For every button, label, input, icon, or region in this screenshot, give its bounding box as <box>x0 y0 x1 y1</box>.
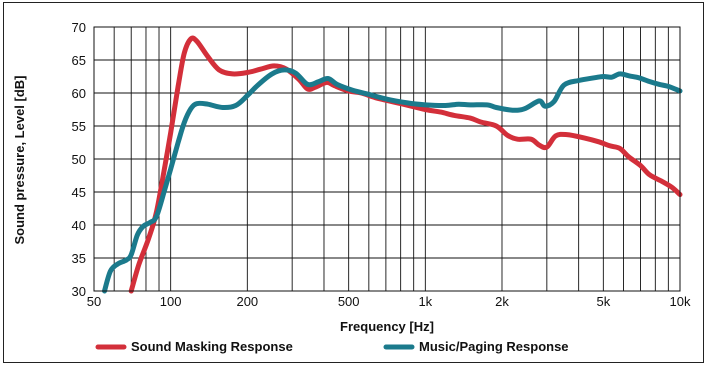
legend: Sound Masking Response Music/Paging Resp… <box>95 339 569 354</box>
y-tick-label: 65 <box>72 53 86 68</box>
y-axis-title: Sound pressure, Level [dB] <box>12 75 27 244</box>
x-tick-label: 100 <box>160 294 182 309</box>
y-tick-label: 60 <box>72 86 86 101</box>
y-tick-label: 35 <box>72 251 86 266</box>
y-tick-label: 70 <box>72 20 86 35</box>
x-tick-label: 2k <box>495 294 509 309</box>
x-tick-label: 200 <box>236 294 258 309</box>
series-music-paging-line <box>102 67 683 294</box>
plot-border <box>93 26 681 292</box>
y-tick-label: 50 <box>72 152 86 167</box>
x-tick-label: 10k <box>670 294 691 309</box>
y-tick-label: 40 <box>72 218 86 233</box>
legend-label-music-paging: Music/Paging Response <box>419 339 569 354</box>
x-tick-label: 5k <box>596 294 610 309</box>
x-axis-title: Frequency [Hz] <box>340 319 434 334</box>
y-tick-label: 45 <box>72 185 86 200</box>
legend-label-sound-masking: Sound Masking Response <box>131 339 293 354</box>
x-tick-label: 500 <box>338 294 360 309</box>
series-layer <box>102 35 683 294</box>
y-tick-label: 30 <box>72 284 86 299</box>
y-tick-label: 55 <box>72 119 86 134</box>
x-tick-label: 1k <box>418 294 432 309</box>
tick-labels: 50 100 200 500 1k 2k 5k 10k 30 35 40 45 50 55 60 65 70 <box>72 20 691 309</box>
x-tick-label: 50 <box>87 294 101 309</box>
